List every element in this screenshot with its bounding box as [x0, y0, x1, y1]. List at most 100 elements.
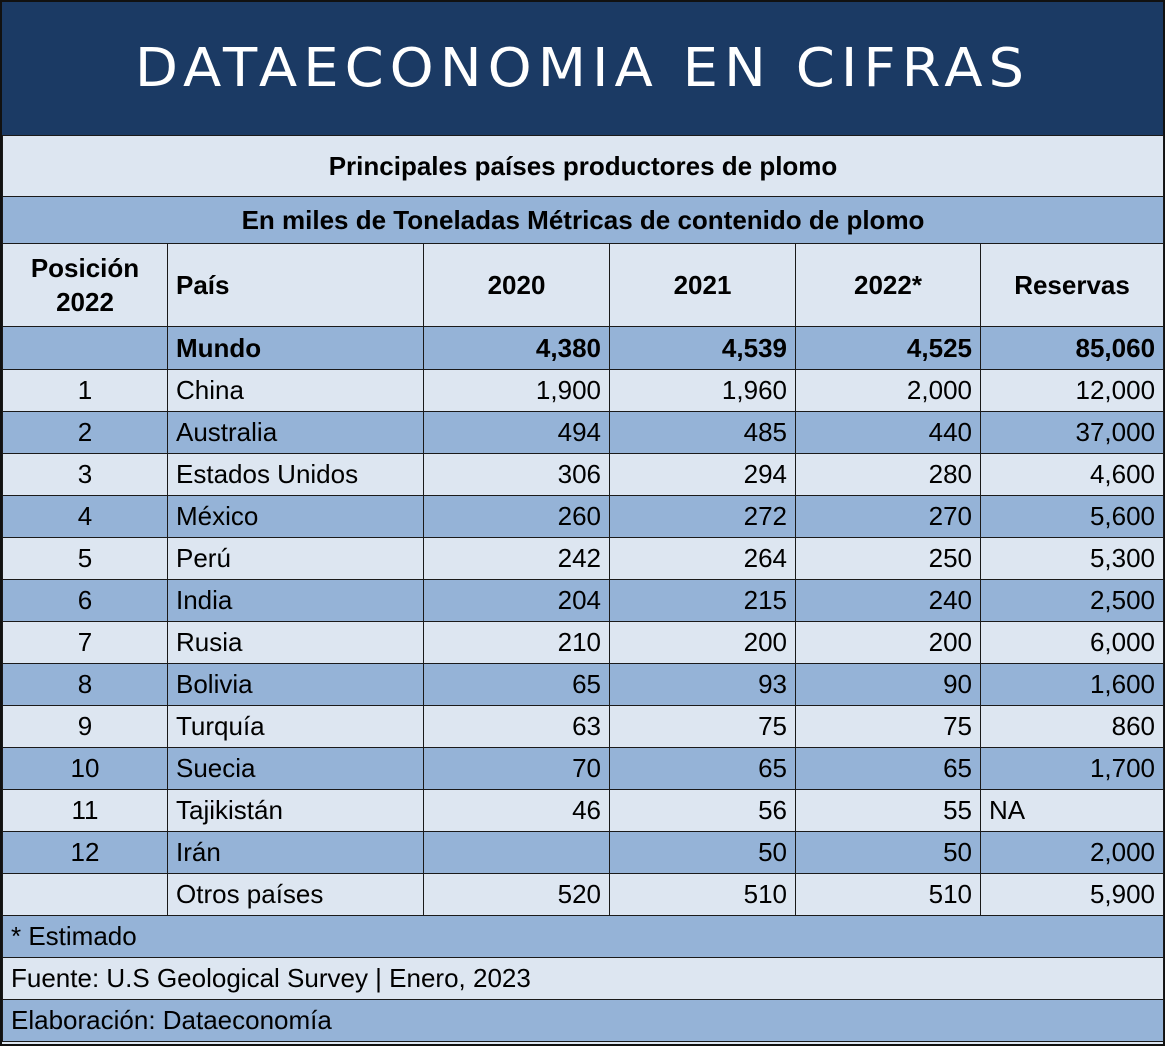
- value-2020-cell: 306: [423, 453, 610, 496]
- header-reservas: Reservas: [979, 243, 1165, 327]
- reserves-cell: 2,500: [979, 579, 1165, 622]
- value-2022-cell: 55: [795, 789, 981, 832]
- source-row: Fuente: U.S Geological Survey | Enero, 2…: [1, 957, 1165, 1000]
- credit-note: Elaboración: Dataeconomía: [1, 999, 1165, 1042]
- table-title: Principales países productores de plomo: [1, 135, 1165, 197]
- table-subtitle: En miles de Toneladas Métricas de conten…: [1, 196, 1165, 244]
- table-row: 2 Australia 494 485 440 37,000: [2, 411, 1165, 454]
- reserves-cell: 37,000: [979, 411, 1165, 454]
- position-cell: 2: [2, 411, 168, 454]
- value-2022-cell: 510: [795, 873, 981, 916]
- country-cell: Bolivia: [167, 663, 424, 706]
- table-row: 11 Tajikistán 46 56 55 NA: [2, 789, 1165, 832]
- value-2022-cell: 50: [795, 831, 981, 874]
- table-row: 10 Suecia 70 65 65 1,700: [2, 747, 1165, 790]
- value-2021-cell: 294: [609, 453, 796, 496]
- header-2020: 2020: [423, 243, 610, 327]
- country-cell: Australia: [167, 411, 424, 454]
- value-2021-cell: 215: [609, 579, 796, 622]
- reserves-cell: 860: [979, 705, 1165, 748]
- brand-title: DATAECONOMIA EN CIFRAS: [134, 37, 1031, 100]
- value-2020-cell: 65: [423, 663, 610, 706]
- value-2020-cell: 520: [423, 873, 610, 916]
- reserves-cell: 6,000: [979, 621, 1165, 664]
- value-2020-cell: 494: [423, 411, 610, 454]
- table-row: 6 India 204 215 240 2,500: [2, 579, 1165, 622]
- table-row: 8 Bolivia 65 93 90 1,600: [2, 663, 1165, 706]
- value-2020-cell: 63: [423, 705, 610, 748]
- position-cell: 11: [2, 789, 168, 832]
- value-2022-cell: 2,000: [795, 369, 981, 412]
- position-cell: 12: [2, 831, 168, 874]
- position-cell: 3: [2, 453, 168, 496]
- value-2022-cell: 250: [795, 537, 981, 580]
- value-2022-cell: 440: [795, 411, 981, 454]
- country-cell: Suecia: [167, 747, 424, 790]
- table-row: Otros países 520 510 510 5,900: [2, 873, 1165, 916]
- brand-banner: DATAECONOMIA EN CIFRAS: [2, 2, 1163, 135]
- country-cell: Rusia: [167, 621, 424, 664]
- world-reservas: 85,060: [979, 326, 1165, 370]
- reserves-cell: 5,600: [979, 495, 1165, 538]
- country-cell: Otros países: [167, 873, 424, 916]
- value-2021-cell: 510: [609, 873, 796, 916]
- value-2020-cell: 210: [423, 621, 610, 664]
- value-2021-cell: 93: [609, 663, 796, 706]
- value-2021-cell: 200: [609, 621, 796, 664]
- table-title-row: Principales países productores de plomo: [1, 135, 1165, 197]
- world-2021: 4,539: [609, 326, 796, 370]
- value-2020-cell: 260: [423, 495, 610, 538]
- value-2022-cell: 200: [795, 621, 981, 664]
- header-2022: 2022*: [795, 243, 981, 327]
- country-cell: Irán: [167, 831, 424, 874]
- value-2022-cell: 240: [795, 579, 981, 622]
- value-2021-cell: 56: [609, 789, 796, 832]
- value-2022-cell: 75: [795, 705, 981, 748]
- world-2022: 4,525: [795, 326, 981, 370]
- table-row: 7 Rusia 210 200 200 6,000: [2, 621, 1165, 664]
- table-subtitle-row: En miles de Toneladas Métricas de conten…: [1, 196, 1165, 244]
- estimate-note: * Estimado: [1, 915, 1165, 958]
- position-cell: [2, 873, 168, 916]
- table-row: 9 Turquía 63 75 75 860: [2, 705, 1165, 748]
- source-note: Fuente: U.S Geological Survey | Enero, 2…: [1, 957, 1165, 1000]
- value-2021-cell: 264: [609, 537, 796, 580]
- table-row: 5 Perú 242 264 250 5,300: [2, 537, 1165, 580]
- reserves-cell: NA: [979, 789, 1165, 832]
- reserves-cell: 1,700: [979, 747, 1165, 790]
- value-2021-cell: 1,960: [609, 369, 796, 412]
- position-cell: 8: [2, 663, 168, 706]
- position-cell: 9: [2, 705, 168, 748]
- value-2022-cell: 270: [795, 495, 981, 538]
- reserves-cell: 4,600: [979, 453, 1165, 496]
- reserves-cell: 12,000: [979, 369, 1165, 412]
- value-2021-cell: 272: [609, 495, 796, 538]
- credit-row: Elaboración: Dataeconomía: [1, 999, 1165, 1042]
- value-2021-cell: 75: [609, 705, 796, 748]
- country-cell: India: [167, 579, 424, 622]
- footnote-row: * Estimado: [1, 915, 1165, 958]
- value-2021-cell: 485: [609, 411, 796, 454]
- value-2020-cell: 46: [423, 789, 610, 832]
- header-posicion-line: 2022: [56, 287, 114, 317]
- country-cell: Estados Unidos: [167, 453, 424, 496]
- header-pais: País: [167, 243, 424, 327]
- value-2020-cell: 70: [423, 747, 610, 790]
- reserves-cell: 5,300: [979, 537, 1165, 580]
- country-cell: México: [167, 495, 424, 538]
- world-2020: 4,380: [423, 326, 610, 370]
- country-cell: Tajikistán: [167, 789, 424, 832]
- table-row: 1 China 1,900 1,960 2,000 12,000: [2, 369, 1165, 412]
- position-cell: 10: [2, 747, 168, 790]
- value-2022-cell: 65: [795, 747, 981, 790]
- table-row: 12 Irán 50 50 2,000: [2, 831, 1165, 874]
- value-2021-cell: 50: [609, 831, 796, 874]
- country-cell: Perú: [167, 537, 424, 580]
- reserves-cell: 5,900: [979, 873, 1165, 916]
- world-total-row: Mundo 4,380 4,539 4,525 85,060: [2, 326, 1165, 370]
- header-posicion-line: Posición: [30, 253, 140, 283]
- position-cell: 4: [2, 495, 168, 538]
- table-row: 4 México 260 272 270 5,600: [2, 495, 1165, 538]
- value-2022-cell: 280: [795, 453, 981, 496]
